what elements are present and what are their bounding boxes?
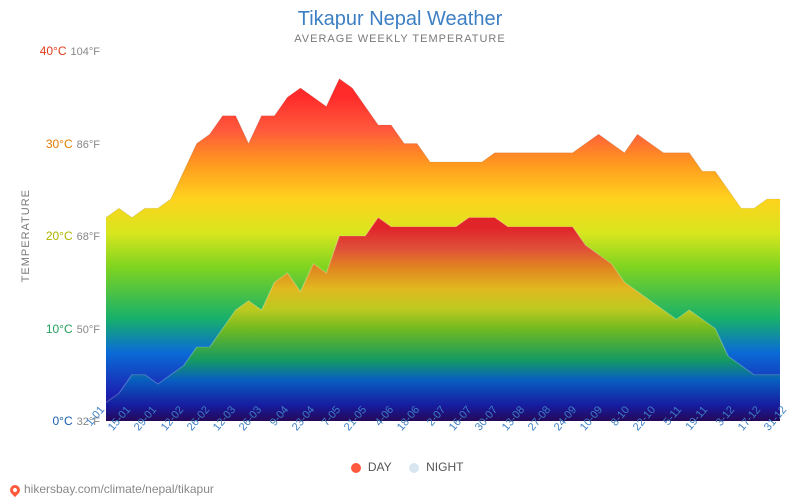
xtick: 8-10 <box>608 404 631 429</box>
xtick: 12-02 <box>159 404 186 433</box>
xtick: 21-05 <box>342 404 369 433</box>
xtick: 3-12 <box>713 404 736 429</box>
legend-day-dot <box>351 463 361 473</box>
ytick: 30°C86°F <box>46 137 100 151</box>
footer-source: hikersbay.com/climate/nepal/tikapur <box>10 482 214 496</box>
xtick: 29-01 <box>132 404 159 433</box>
legend-day-label: DAY <box>368 460 392 474</box>
xtick: 16-07 <box>447 404 474 433</box>
xtick: 23-04 <box>290 404 317 433</box>
xtick: 30-07 <box>473 404 500 433</box>
temperature-chart <box>106 51 780 421</box>
xtick: 26-02 <box>185 404 212 433</box>
xtick: 24-09 <box>552 404 579 433</box>
xtick: 13-08 <box>500 404 527 433</box>
ytick: 20°C68°F <box>46 229 100 243</box>
footer-url: hikersbay.com/climate/nepal/tikapur <box>24 482 214 496</box>
ytick: 10°C50°F <box>46 322 100 336</box>
xtick: 27-08 <box>526 404 553 433</box>
chart-subtitle: AVERAGE WEEKLY TEMPERATURE <box>20 33 780 45</box>
xtick: 2-07 <box>425 404 448 429</box>
xtick: 19-11 <box>684 404 711 433</box>
chart-area: TEMPERATURE 0°C32°F10°C50°F20°C68°F30°C8… <box>20 51 780 421</box>
xtick: 18-06 <box>395 404 422 433</box>
xaxis-ticks: 1-0115-0129-0112-0226-0212-0326-039-0423… <box>98 404 780 454</box>
chart-legend: DAY NIGHT <box>0 460 800 474</box>
xtick: 9-04 <box>267 404 290 429</box>
ytick: 40°C104°F <box>40 44 100 58</box>
xtick: 5-11 <box>661 404 684 428</box>
xtick: 22-10 <box>631 404 658 433</box>
xtick: 12-03 <box>211 404 238 433</box>
xtick: 15-01 <box>106 404 133 433</box>
page-title: Tikapur Nepal Weather <box>20 8 780 31</box>
xtick: 17-12 <box>736 404 763 433</box>
xtick: 26-03 <box>237 404 264 433</box>
legend-night-dot <box>409 463 419 473</box>
map-pin-icon <box>8 483 22 497</box>
xtick: 10-09 <box>578 404 605 433</box>
legend-night-label: NIGHT <box>426 460 463 474</box>
yaxis-ticks: 0°C32°F10°C50°F20°C68°F30°C86°F40°C104°F <box>36 51 106 421</box>
xtick: 7-05 <box>320 404 343 429</box>
xtick: 4-06 <box>372 404 395 429</box>
yaxis-label: TEMPERATURE <box>20 189 32 282</box>
xtick: 31-12 <box>762 404 789 433</box>
